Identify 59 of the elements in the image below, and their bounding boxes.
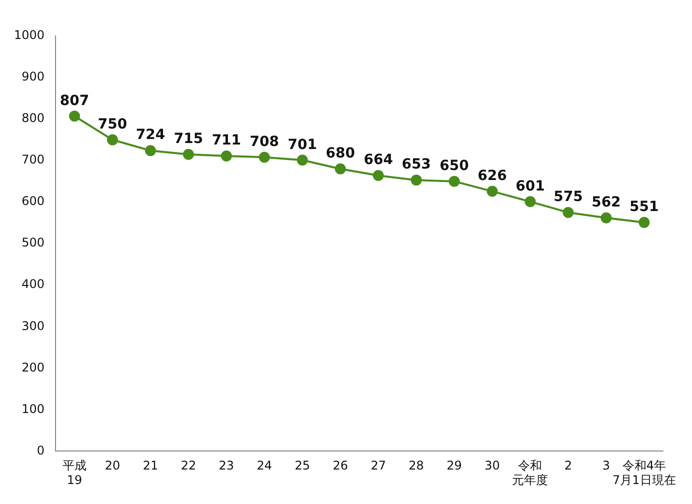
x-tick-label: 28 bbox=[408, 458, 424, 473]
y-tick-label: 800 bbox=[22, 111, 45, 126]
data-label: 701 bbox=[288, 136, 317, 153]
point bbox=[296, 154, 308, 166]
data-label: 562 bbox=[592, 194, 621, 210]
data-label: 601 bbox=[516, 178, 545, 194]
y-tick-label: 400 bbox=[22, 277, 45, 292]
point bbox=[334, 163, 346, 174]
x-tick-label: 平成 19 bbox=[62, 458, 87, 487]
point bbox=[448, 176, 460, 187]
data-label: 650 bbox=[440, 158, 470, 174]
y-tick-label: 600 bbox=[22, 194, 45, 208]
x-tick-label: 24 bbox=[256, 458, 272, 473]
point bbox=[562, 206, 574, 218]
x-tick-label: 23 bbox=[218, 458, 234, 473]
point bbox=[486, 186, 498, 197]
point bbox=[69, 110, 80, 122]
x-tick-label: 2 bbox=[564, 458, 572, 473]
data-label: 575 bbox=[554, 189, 583, 206]
y-tick-label: 100 bbox=[22, 402, 45, 416]
x-tick-label: 26 bbox=[332, 458, 348, 473]
y-tick-label: 900 bbox=[22, 70, 45, 84]
data-label: 807 bbox=[60, 92, 90, 109]
point bbox=[220, 150, 232, 162]
data-label: 724 bbox=[136, 127, 166, 144]
data-label: 715 bbox=[174, 130, 204, 147]
y-tick-label: 1000 bbox=[14, 28, 45, 42]
point bbox=[600, 212, 612, 224]
x-tick-label: 27 bbox=[370, 458, 386, 473]
data-label: 551 bbox=[630, 199, 659, 216]
point bbox=[258, 152, 270, 163]
point bbox=[182, 148, 194, 160]
x-tick-label: 25 bbox=[294, 458, 310, 473]
data-label: 626 bbox=[478, 168, 507, 184]
point bbox=[638, 216, 650, 228]
y-tick-label: 500 bbox=[22, 236, 45, 250]
data-label: 708 bbox=[250, 134, 280, 150]
point bbox=[524, 196, 536, 208]
data-label: 750 bbox=[98, 116, 128, 132]
y-tick-label: 700 bbox=[22, 152, 45, 167]
x-tick-label: 29 bbox=[446, 458, 462, 473]
x-tick-label: 20 bbox=[104, 458, 120, 473]
y-tick-label: 300 bbox=[22, 318, 45, 333]
data-label: 653 bbox=[402, 156, 431, 173]
data-label: 711 bbox=[212, 132, 242, 149]
x-tick-label: 21 bbox=[142, 458, 158, 473]
y-tick-label: 0 bbox=[36, 443, 45, 458]
data-label: 680 bbox=[326, 146, 356, 162]
data-label: 664 bbox=[364, 152, 394, 168]
point bbox=[372, 170, 384, 182]
x-tick-label: 令和元年度 bbox=[512, 458, 548, 487]
y-tick-label: 200 bbox=[22, 360, 45, 374]
x-tick-label: 30 bbox=[484, 458, 500, 473]
x-tick-label: 22 bbox=[180, 458, 196, 473]
point bbox=[144, 145, 156, 156]
x-tick-label: 3 bbox=[602, 458, 610, 473]
point bbox=[107, 134, 118, 146]
point bbox=[410, 174, 422, 186]
x-tick-label: 令和4年 7月1日現在 bbox=[612, 458, 676, 487]
